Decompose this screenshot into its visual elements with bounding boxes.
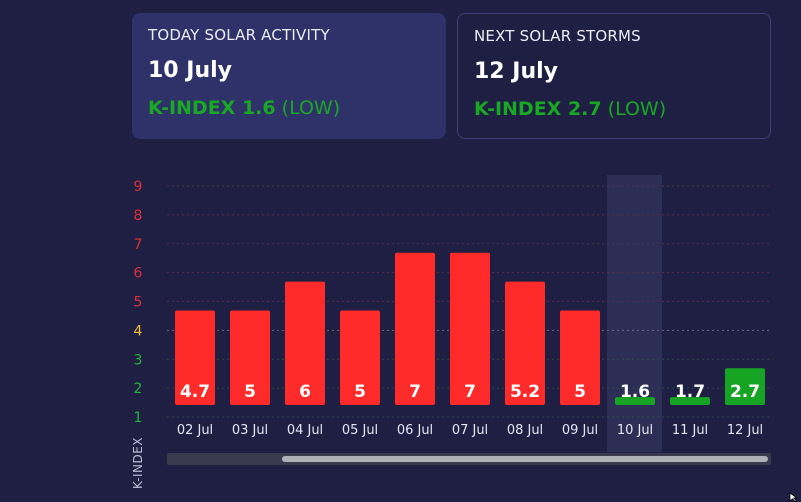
y-tick-label: 7 [134, 237, 143, 253]
bar-value-label: 1.7 [675, 382, 705, 402]
bar[interactable] [450, 252, 490, 405]
today-card-label: TODAY SOLAR ACTIVITY [148, 26, 330, 44]
today-kindex-value: K-INDEX 1.6 [148, 97, 276, 119]
x-tick-label: 09 Jul [562, 423, 598, 438]
selected-day-highlight [607, 175, 662, 452]
next-card-kindex: K-INDEX 2.7 (LOW) [474, 98, 754, 120]
bar[interactable] [615, 397, 655, 405]
bar-value-label: 7 [464, 382, 476, 402]
next-kindex-level: (LOW) [607, 98, 667, 120]
bar-value-label: 5 [574, 382, 586, 402]
x-tick-label: 08 Jul [507, 423, 543, 438]
next-solar-storms-card: NEXT SOLAR STORMS 12 July K-INDEX 2.7 (L… [457, 13, 771, 139]
today-card-date: 10 July [148, 58, 233, 83]
x-tick-label: 07 Jul [452, 423, 488, 438]
today-solar-activity-card: TODAY SOLAR ACTIVITY 10 July K-INDEX 1.6… [132, 13, 446, 139]
today-kindex-level: (LOW) [281, 97, 341, 119]
x-tick-label: 03 Jul [232, 423, 268, 438]
bar[interactable] [725, 368, 765, 405]
x-tick-label: 06 Jul [397, 423, 433, 438]
mouse-cursor-icon [789, 492, 799, 502]
bar[interactable] [395, 252, 435, 405]
y-tick-label: 8 [134, 208, 143, 224]
bar-value-label: 5 [244, 382, 256, 402]
x-tick-label: 02 Jul [177, 423, 213, 438]
today-card-kindex: K-INDEX 1.6 (LOW) [148, 97, 430, 119]
next-card-date: 12 July [474, 59, 559, 84]
bar[interactable] [285, 281, 325, 405]
bar[interactable] [340, 310, 380, 406]
bar-value-label: 1.6 [620, 382, 650, 402]
next-kindex-value: K-INDEX 2.7 [474, 98, 602, 120]
x-tick-label: 05 Jul [342, 423, 378, 438]
bar-value-label: 2.7 [730, 382, 760, 402]
x-tick-label: 11 Jul [672, 423, 708, 438]
y-tick-label: 1 [134, 410, 143, 426]
y-axis-label: K-INDEX [131, 437, 145, 489]
x-tick-label: 04 Jul [287, 423, 323, 438]
x-tick-label: 12 Jul [727, 423, 763, 438]
bar[interactable] [505, 281, 545, 405]
bar[interactable] [230, 310, 270, 406]
next-card-label: NEXT SOLAR STORMS [474, 27, 641, 45]
y-tick-label: 3 [134, 352, 143, 368]
x-tick-label: 10 Jul [617, 423, 653, 438]
bar-value-label: 5 [354, 382, 366, 402]
y-tick-label: 2 [134, 381, 143, 397]
bar[interactable] [175, 310, 215, 406]
y-tick-label: 5 [134, 295, 143, 311]
bar-value-label: 6 [299, 382, 311, 402]
y-tick-label: 6 [134, 266, 143, 282]
bar-value-label: 7 [409, 382, 421, 402]
y-tick-label: 9 [134, 179, 143, 195]
bar-value-label: 5.2 [510, 382, 540, 402]
bar[interactable] [560, 310, 600, 406]
horizontal-scrollbar-thumb[interactable] [282, 456, 768, 462]
y-tick-label: 4 [134, 323, 143, 339]
bar[interactable] [670, 397, 710, 405]
bar-value-label: 4.7 [180, 382, 210, 402]
